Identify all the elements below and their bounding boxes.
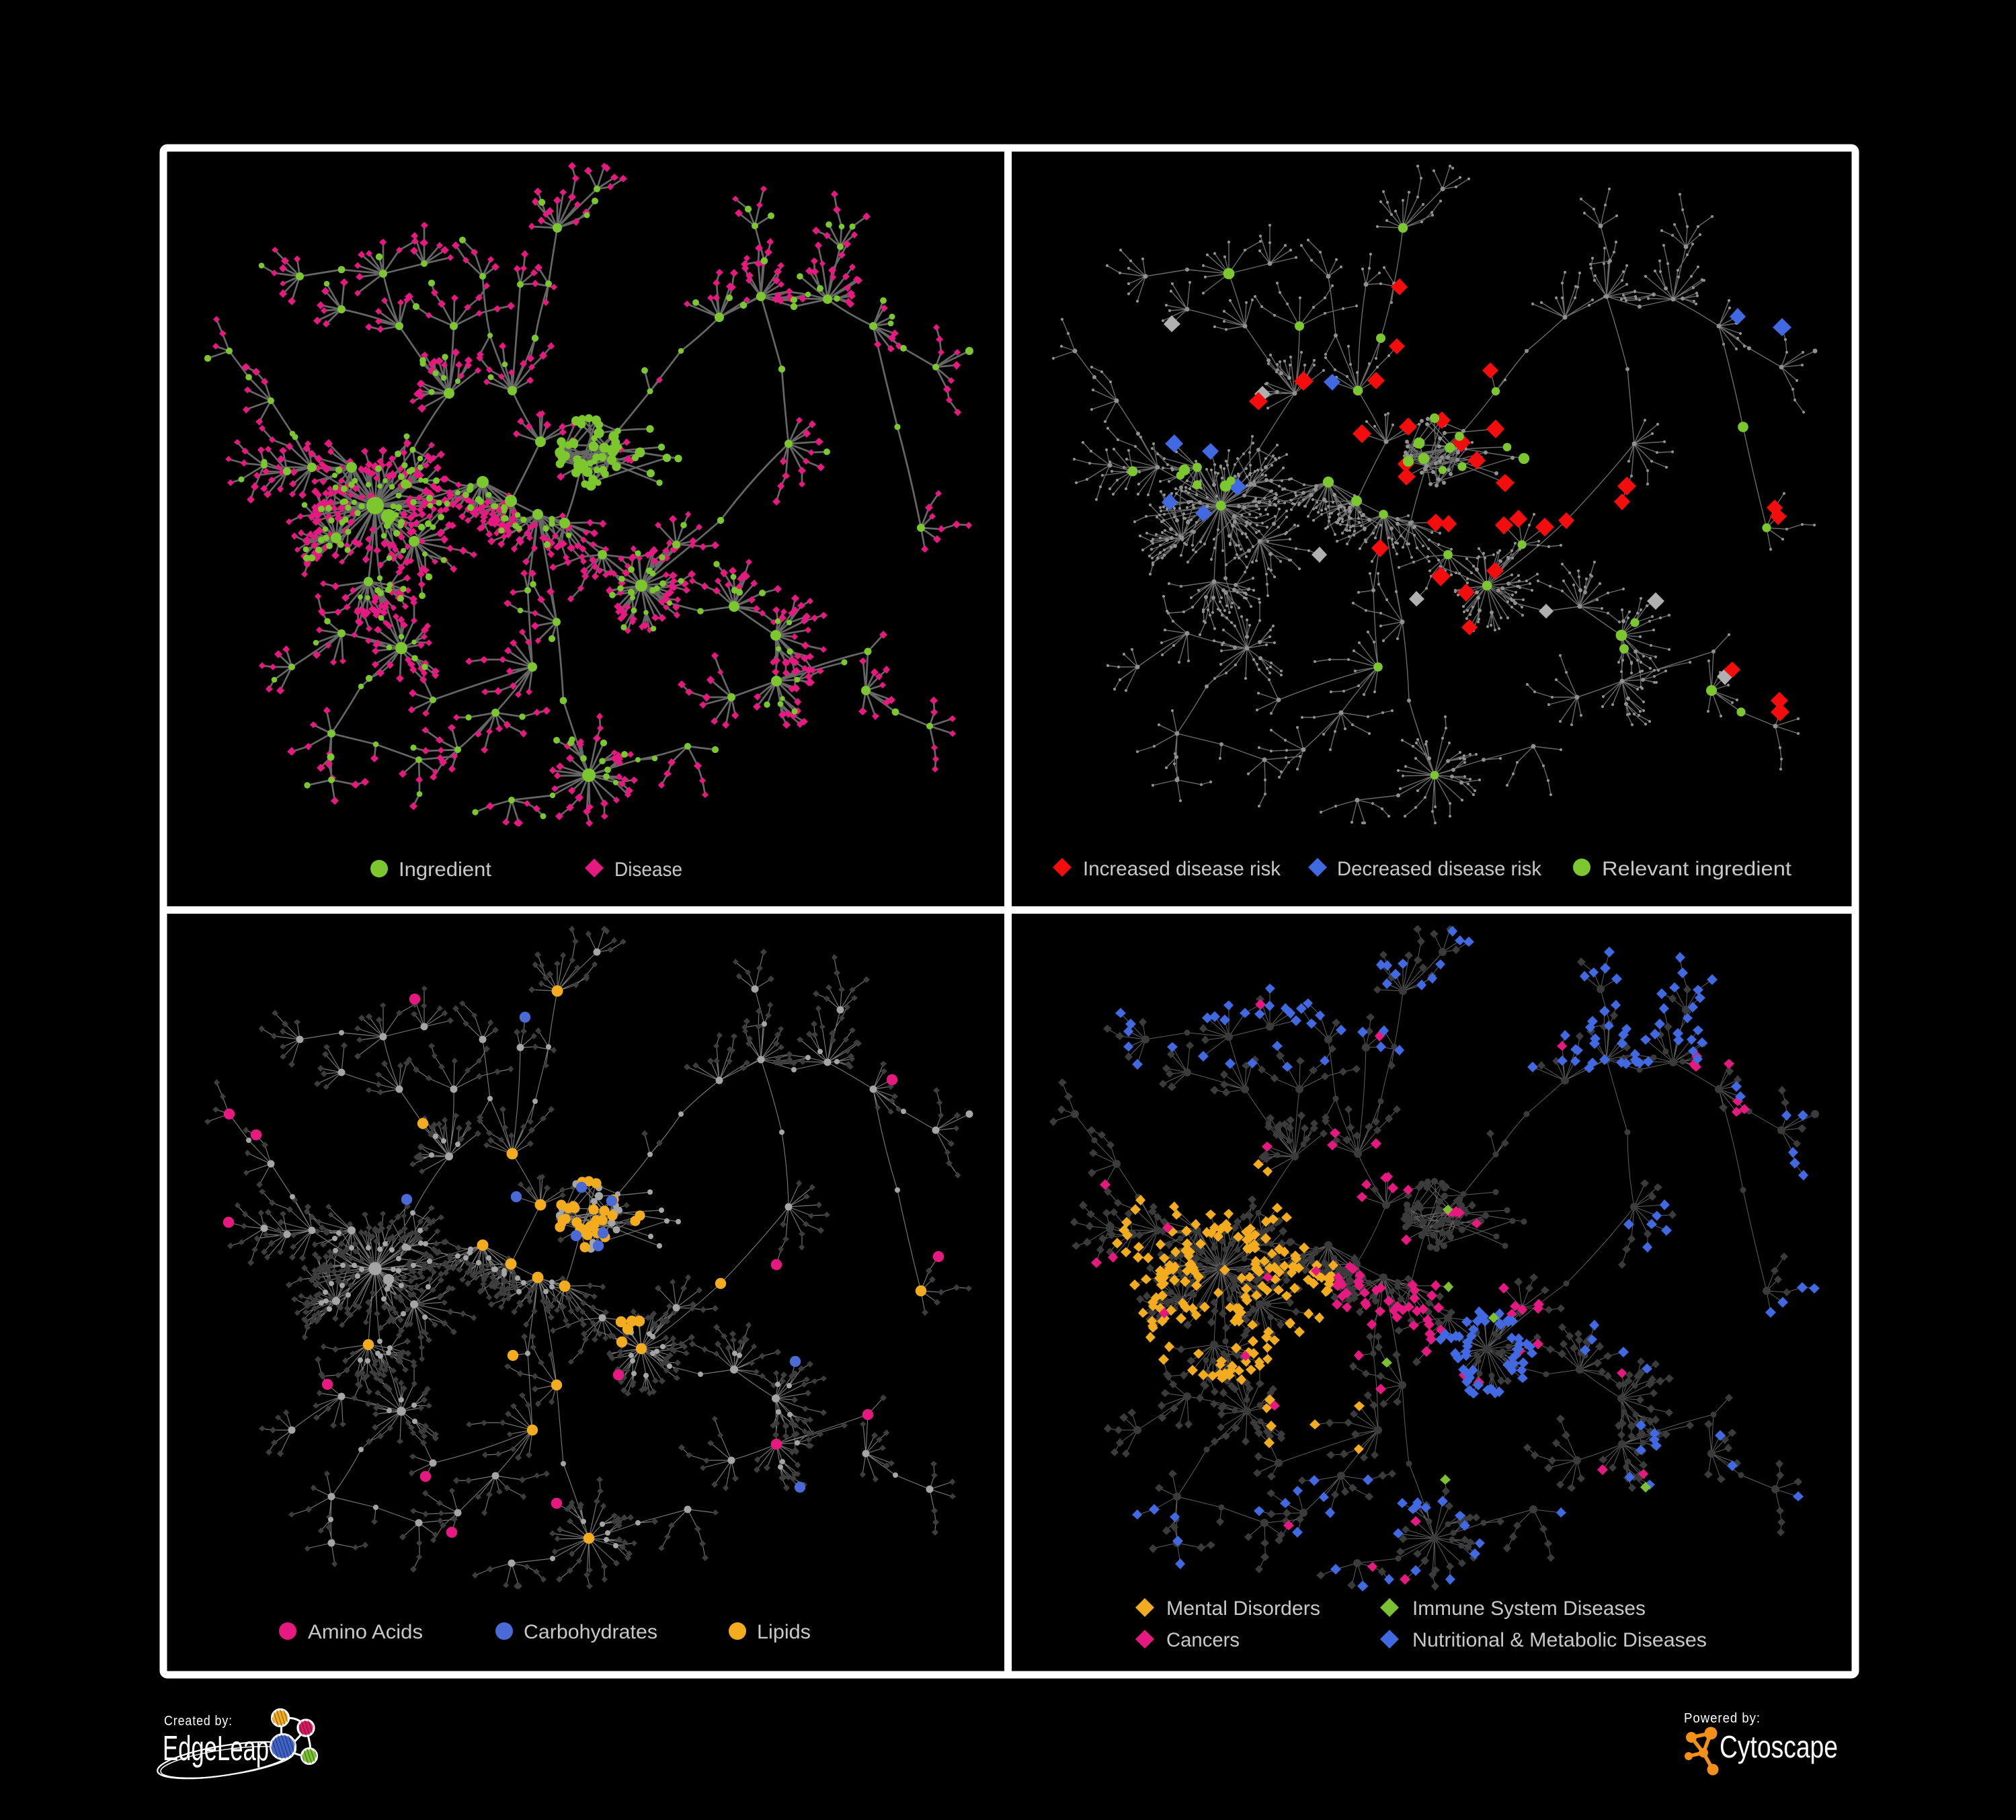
svg-text:Lipids: Lipids [757,1621,811,1643]
svg-text:Cancers: Cancers [1166,1629,1240,1651]
svg-text:Decreased disease risk: Decreased disease risk [1337,858,1542,880]
svg-text:Increased disease risk: Increased disease risk [1083,858,1281,880]
svg-text:Disease: Disease [614,859,682,881]
svg-text:Carbohydrates: Carbohydrates [524,1621,657,1643]
svg-text:Cytoscape: Cytoscape [1720,1729,1838,1764]
svg-text:Relevant ingredient: Relevant ingredient [1602,858,1792,880]
svg-text:Ingredient: Ingredient [399,859,492,881]
svg-text:Created by:: Created by: [164,1714,233,1729]
svg-text:Amino Acids: Amino Acids [308,1621,423,1643]
svg-text:EdgeLeap: EdgeLeap [163,1729,269,1768]
svg-text:Nutritional & Metabolic Diseas: Nutritional & Metabolic Diseases [1412,1629,1707,1651]
svg-text:Mental Disorders: Mental Disorders [1166,1597,1320,1620]
svg-text:Immune System Diseases: Immune System Diseases [1412,1597,1646,1620]
svg-text:Powered by:: Powered by: [1684,1711,1761,1726]
